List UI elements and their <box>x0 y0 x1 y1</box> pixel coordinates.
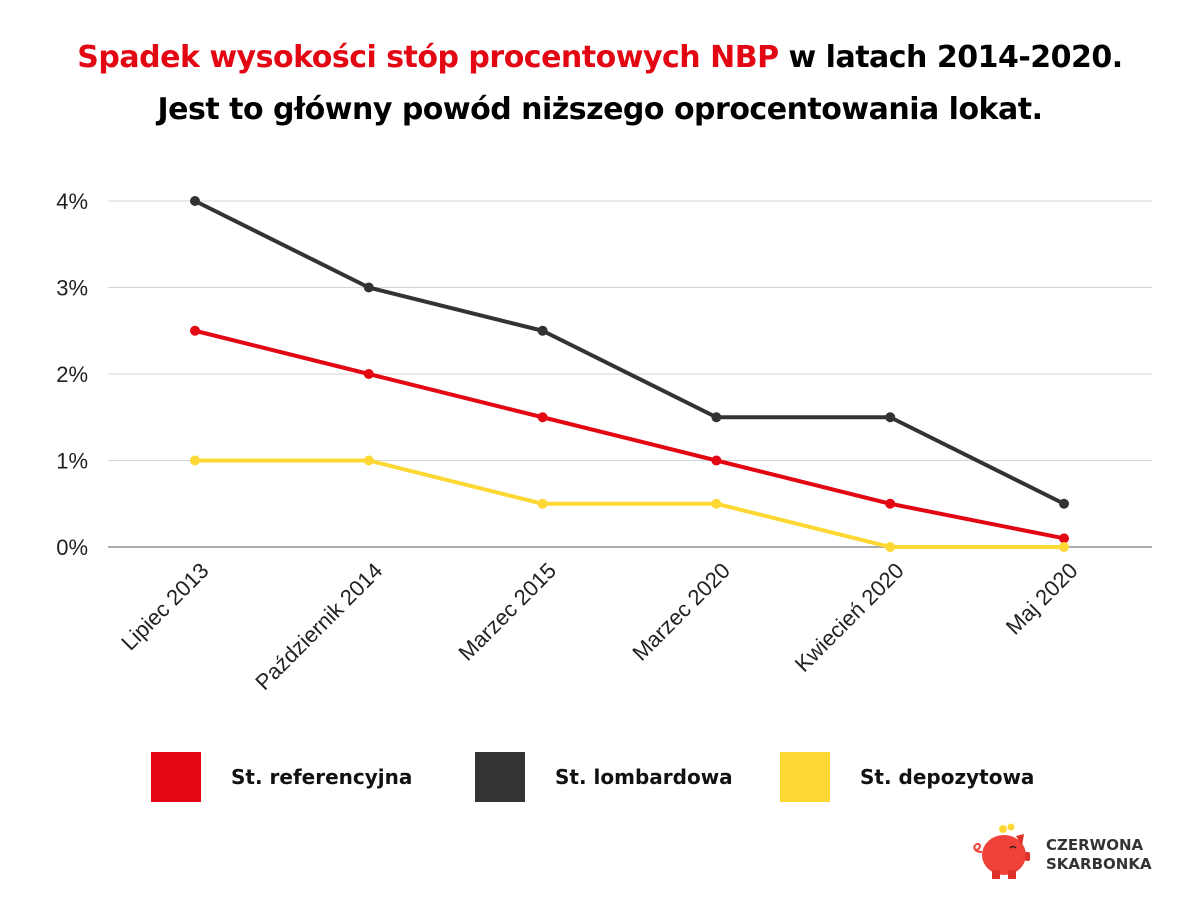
line-chart: 0% 1% 2% 3% 4% Lipiec 2013 Październik 2014 Mar… <box>56 189 1152 695</box>
legend-item-lombardowa: St. lombardowa <box>475 752 733 802</box>
piggy-bank-logo-icon <box>973 823 1030 879</box>
data-point <box>190 196 200 206</box>
legend-label: St. depozytowa <box>860 765 1035 789</box>
legend-item-depozytowa: St. depozytowa <box>780 752 1034 802</box>
x-tick-label: Marzec 2015 <box>454 558 562 666</box>
logo-line1: CZERWONA <box>1046 836 1144 854</box>
title-line2: Jest to główny powód niższego oprocentow… <box>157 92 1043 127</box>
data-point <box>537 325 548 336</box>
data-point <box>1059 498 1069 509</box>
x-tick-label: Marzec 2020 <box>627 558 735 666</box>
series-line <box>194 199 1065 506</box>
data-point <box>885 498 896 509</box>
series-line <box>195 458 1064 549</box>
data-point <box>1059 533 1069 544</box>
y-tick-label: 4% <box>56 189 88 214</box>
y-tick-label: 3% <box>56 276 88 301</box>
y-tick-label: 0% <box>56 535 88 560</box>
legend-swatch <box>475 752 525 802</box>
data-point <box>363 282 374 293</box>
legend-label: St. referencyjna <box>231 765 413 789</box>
x-tick-label: Lipiec 2013 <box>116 558 213 655</box>
chart-title: Spadek wysokości stóp procentowych NBP w… <box>0 32 1200 136</box>
data-point <box>190 455 200 466</box>
x-tick-label: Maj 2020 <box>1001 558 1083 640</box>
data-point <box>363 455 374 466</box>
data-point <box>885 412 896 423</box>
data-point <box>537 498 548 509</box>
title-rest: w latach 2014-2020. <box>778 40 1124 75</box>
data-point <box>363 369 374 379</box>
data-point <box>190 325 200 336</box>
y-tick-label: 2% <box>56 362 88 387</box>
title-highlight: Spadek wysokości stóp procentowych NBP <box>77 40 779 75</box>
x-tick-label: Październik 2014 <box>250 558 387 695</box>
logo-text: CZERWONA SKARBONKA <box>1046 836 1152 874</box>
data-point <box>537 412 548 423</box>
logo-line2: SKARBONKA <box>1046 855 1152 873</box>
data-point <box>711 412 722 423</box>
data-point <box>885 542 896 552</box>
series-line <box>194 328 1065 541</box>
x-tick-label: Kwiecień 2020 <box>790 558 909 677</box>
data-point <box>711 498 722 509</box>
legend-swatch <box>780 752 830 802</box>
data-point <box>711 455 722 466</box>
legend-item-referencyjna: St. referencyjna <box>151 752 412 802</box>
legend-label: St. lombardowa <box>555 765 733 789</box>
legend-swatch <box>151 752 201 802</box>
y-tick-label: 1% <box>56 449 88 474</box>
data-point <box>1059 542 1069 552</box>
